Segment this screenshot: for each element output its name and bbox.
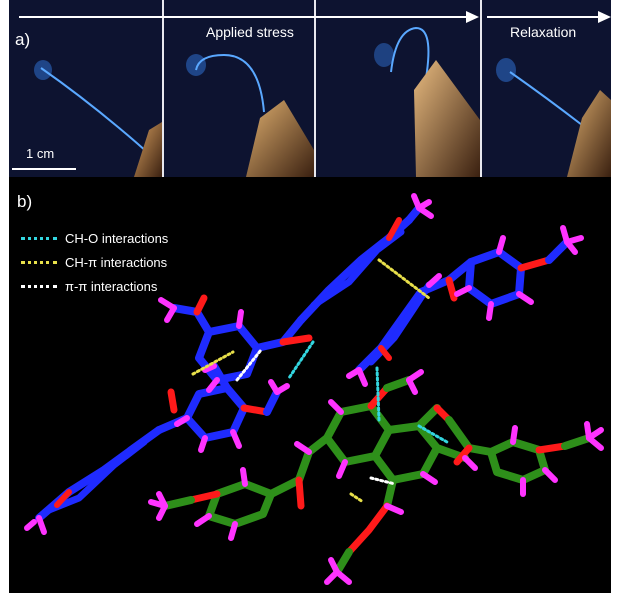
bond <box>263 388 281 416</box>
panel-a-label: a) <box>15 30 31 49</box>
blue-molecule-right <box>346 225 584 387</box>
legend-text-pi-pi: π-π interactions <box>65 278 158 294</box>
legend-swatch-ch-o <box>21 236 57 240</box>
legend-item-ch-pi: CH-π interactions <box>21 250 168 274</box>
frame-separator <box>162 0 164 177</box>
legend-text-ch-pi: CH-π interactions <box>65 254 168 270</box>
fiber-anchor-glow <box>374 43 394 67</box>
bond <box>561 434 593 450</box>
bond <box>253 316 305 352</box>
figure: a) Applied stress Relaxation 1 cm <box>9 0 611 593</box>
pen-tip <box>134 122 162 177</box>
panel-b-label: b) <box>17 192 33 211</box>
scale-bar-label: 1 cm <box>26 146 55 161</box>
fiber <box>509 71 583 126</box>
ch-o-contact <box>417 424 449 444</box>
legend-swatch-pi-pi <box>21 284 57 288</box>
fiber-anchor-glow <box>496 58 516 82</box>
interaction-contacts <box>191 258 449 504</box>
photo-frame-4 <box>482 0 611 177</box>
pen-tip <box>246 100 314 177</box>
bond <box>310 228 405 309</box>
bond <box>445 276 458 302</box>
legend-item-pi-pi: π-π interactions <box>21 274 168 298</box>
pen-tip <box>567 90 611 177</box>
fiber <box>195 53 265 113</box>
aromatic-ring <box>371 422 441 484</box>
photo-frame-2 <box>164 0 314 177</box>
bond <box>187 490 221 504</box>
bond <box>45 438 148 514</box>
hydrogen-atoms <box>24 193 434 535</box>
legend-swatch-ch-pi <box>21 260 57 264</box>
pi-pi-contact <box>235 348 263 382</box>
bond <box>193 294 208 316</box>
bond <box>378 345 392 361</box>
aromatic-ring <box>465 248 525 308</box>
pi-pi-contact <box>369 476 397 486</box>
bond <box>279 334 313 346</box>
bond <box>453 444 473 466</box>
aromatic-ring <box>205 480 275 528</box>
bond <box>345 502 391 556</box>
bond <box>170 304 213 336</box>
bond <box>161 496 195 510</box>
timeline-arrows <box>19 11 611 23</box>
bond <box>295 476 305 510</box>
applied-stress-arrowhead <box>466 11 479 23</box>
legend-item-ch-o: CH-O interactions <box>21 226 168 250</box>
pen-tip <box>414 60 480 177</box>
legend-text-ch-o: CH-O interactions <box>65 230 169 246</box>
molecular-packing-diagram <box>24 193 604 585</box>
bond <box>267 434 331 498</box>
bond <box>333 548 353 576</box>
hydrogen-atoms <box>346 225 584 387</box>
frame-4-drawing <box>496 58 611 177</box>
hydrogen-atoms <box>148 369 604 585</box>
green-molecule <box>148 369 604 585</box>
relaxation-arrowhead <box>598 11 611 23</box>
photo-frame-3 <box>316 0 480 177</box>
bond <box>54 489 72 508</box>
ch-o-contact <box>375 366 381 422</box>
fiber-anchor-glow <box>186 54 206 76</box>
bond <box>545 238 571 264</box>
frame-2-drawing <box>186 53 314 177</box>
ch-pi-contact <box>191 350 235 376</box>
frame-3-drawing <box>374 26 480 177</box>
bond <box>517 256 553 272</box>
bond <box>386 217 402 241</box>
panel-a-photo-sequence: a) Applied stress Relaxation 1 cm <box>9 0 611 177</box>
frame-1-drawing <box>34 60 162 177</box>
photo-frame-1 <box>9 0 162 177</box>
frame-separator <box>480 0 482 177</box>
frame-separator <box>314 0 316 177</box>
panel-b-crystal-structure: b) CH-O interactions CH-π interactions π… <box>9 180 611 593</box>
ch-pi-contact <box>377 258 431 300</box>
bond <box>383 376 413 392</box>
scale-bar <box>12 168 76 170</box>
blue-molecule-left <box>24 193 434 535</box>
applied-stress-label: Applied stress <box>206 24 294 40</box>
bond <box>415 404 441 430</box>
bond <box>535 442 569 454</box>
relaxation-label: Relaxation <box>510 24 577 40</box>
ch-pi-contact <box>349 492 365 504</box>
ch-o-contact <box>287 340 315 380</box>
fiber <box>390 26 430 79</box>
bond <box>167 388 178 414</box>
interaction-legend: CH-O interactions CH-π interactions π-π … <box>21 226 168 298</box>
fiber <box>40 67 148 153</box>
